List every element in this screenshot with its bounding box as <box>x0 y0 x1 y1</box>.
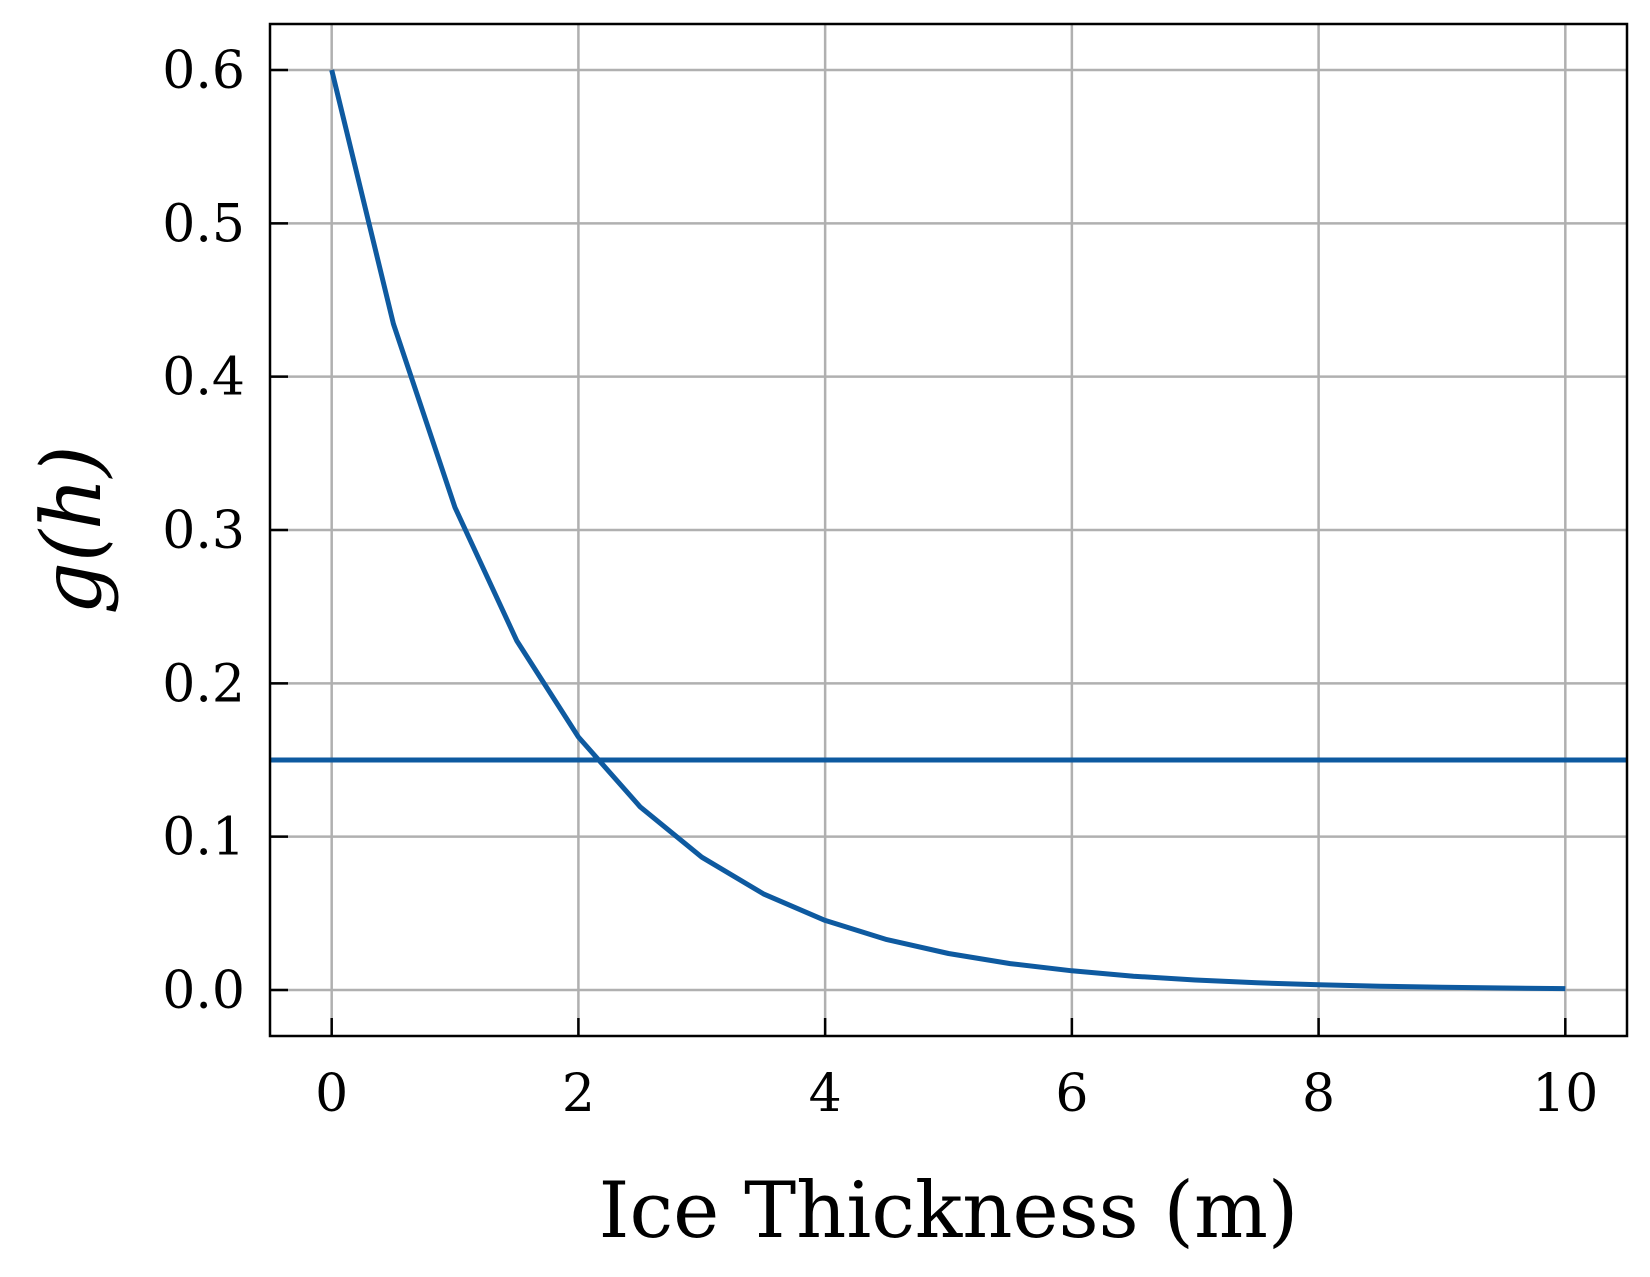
y-tick-label: 0.2 <box>162 654 245 714</box>
x-tick-label: 2 <box>562 1064 595 1124</box>
ticks <box>270 68 1567 1036</box>
y-tick-label: 0.3 <box>162 501 245 561</box>
tick-labels: 0 2 4 6 8 10 0.0 0.1 0.2 0.3 0.4 0.5 0.6 <box>162 41 1598 1124</box>
y-tick-label: 0.0 <box>162 961 245 1021</box>
x-tick-label: 8 <box>1302 1064 1335 1124</box>
series-layer <box>270 69 1627 992</box>
y-tick-label: 0.5 <box>162 194 245 254</box>
grid <box>270 24 1627 1036</box>
y-tick-label: 0.1 <box>162 808 245 868</box>
y-tick-label: 0.4 <box>162 348 245 408</box>
x-tick-label: 0 <box>315 1064 348 1124</box>
y-axis-title: g(h) <box>25 445 120 614</box>
decay-curve-line <box>329 69 1566 992</box>
x-tick-label: 10 <box>1532 1064 1598 1124</box>
y-tick-label: 0.6 <box>162 41 245 101</box>
x-tick-label: 6 <box>1055 1064 1088 1124</box>
x-axis-title: Ice Thickness (m) <box>599 1166 1299 1256</box>
x-tick-label: 4 <box>809 1064 842 1124</box>
